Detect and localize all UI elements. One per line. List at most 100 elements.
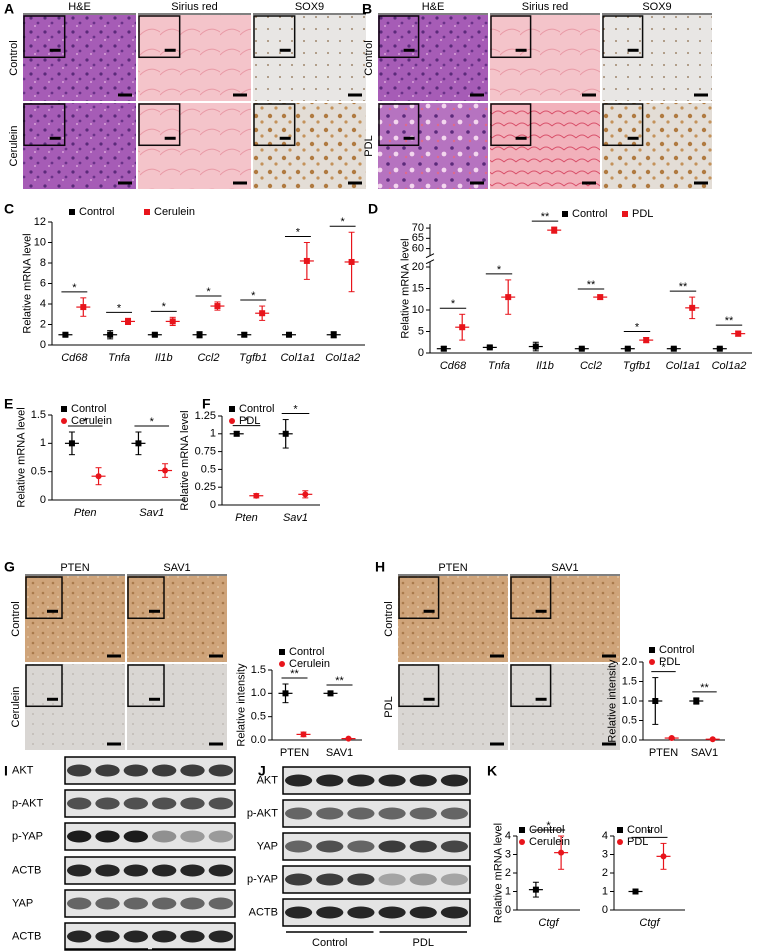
blot-strip bbox=[64, 889, 236, 918]
x-tick-label: Pten bbox=[235, 512, 258, 524]
blot-band bbox=[409, 873, 437, 886]
column-header: SAV1 bbox=[163, 562, 190, 574]
x-tick-label: Ccl2 bbox=[580, 360, 602, 372]
blot-strip bbox=[64, 922, 236, 951]
y-tick-label: 0 bbox=[602, 904, 608, 916]
significance-label: * bbox=[635, 321, 640, 333]
data-marker bbox=[151, 331, 158, 338]
panel-label: H bbox=[375, 559, 385, 575]
legend-label: Cerulein bbox=[289, 658, 330, 670]
blot-band bbox=[180, 930, 205, 943]
data-marker bbox=[302, 491, 309, 498]
legend-marker bbox=[519, 839, 525, 845]
y-tick-label: 3 bbox=[602, 848, 608, 860]
y-tick-label: 4 bbox=[40, 298, 46, 310]
significance-label: * bbox=[451, 298, 456, 310]
x-tick-label: Tgfb1 bbox=[239, 352, 267, 364]
blot-band bbox=[409, 906, 437, 919]
data-marker bbox=[282, 430, 289, 437]
y-tick-label: 1.5 bbox=[622, 675, 637, 687]
blot-band bbox=[67, 830, 92, 843]
data-marker bbox=[709, 736, 716, 743]
column-header: H&E bbox=[68, 1, 91, 13]
blot-strip bbox=[282, 898, 471, 927]
data-marker bbox=[716, 345, 723, 352]
y-tick-label: 0 bbox=[418, 347, 424, 359]
blot-band bbox=[409, 774, 437, 787]
x-tick-label: Il1b bbox=[536, 360, 554, 372]
y-tick-label: 0.5 bbox=[201, 463, 216, 475]
blot-band bbox=[285, 873, 313, 886]
blot-band bbox=[208, 864, 233, 877]
data-marker bbox=[643, 337, 650, 344]
row-label: PDL bbox=[363, 135, 375, 156]
x-tick-label: Col1a1 bbox=[280, 352, 315, 364]
data-marker bbox=[624, 345, 631, 352]
blot-band bbox=[316, 807, 344, 820]
data-marker bbox=[345, 735, 352, 742]
axis-break bbox=[425, 259, 435, 265]
row-label: Control bbox=[8, 40, 20, 75]
panel-label: G bbox=[4, 559, 15, 575]
legend-label: PDL bbox=[239, 415, 260, 427]
significance-label: ** bbox=[587, 279, 596, 291]
data-marker bbox=[632, 888, 639, 895]
y-tick-label: 1 bbox=[602, 885, 608, 897]
significance-label: ** bbox=[541, 211, 550, 223]
significance-label: * bbox=[72, 282, 77, 294]
blot-band bbox=[123, 864, 148, 877]
x-tick-label: Tgfb1 bbox=[623, 360, 651, 372]
y-tick-label: 1.0 bbox=[251, 687, 266, 699]
blot-band bbox=[95, 797, 120, 810]
significance-label: ** bbox=[290, 668, 299, 680]
column-header: SOX9 bbox=[295, 1, 324, 13]
blot-strip bbox=[282, 766, 471, 795]
blot-band bbox=[440, 873, 468, 886]
y-tick-label: 0 bbox=[210, 499, 216, 511]
data-marker bbox=[95, 473, 102, 480]
column-header: PTEN bbox=[60, 562, 89, 574]
legend-label: PDL bbox=[659, 656, 680, 668]
y-tick-label: 1.5 bbox=[31, 409, 46, 421]
panel-label: F bbox=[202, 396, 211, 412]
data-marker bbox=[233, 430, 240, 437]
data-marker bbox=[196, 331, 203, 338]
blot-band bbox=[180, 897, 205, 910]
legend-label: Control bbox=[71, 403, 106, 415]
blot-band bbox=[123, 830, 148, 843]
data-marker bbox=[693, 698, 700, 704]
x-tick-label: Col1a1 bbox=[666, 360, 701, 372]
y-tick-label: 4 bbox=[505, 830, 511, 842]
x-tick-label: SAV1 bbox=[691, 747, 718, 759]
data-marker bbox=[162, 467, 169, 474]
significance-label: * bbox=[206, 286, 211, 298]
blot-band bbox=[285, 906, 313, 919]
significance-label: * bbox=[341, 216, 346, 228]
data-marker bbox=[551, 227, 558, 234]
row-label: Control bbox=[363, 40, 375, 75]
y-tick-label: 4 bbox=[602, 830, 608, 842]
blot-band bbox=[347, 774, 375, 787]
y-tick-label: 0.0 bbox=[251, 734, 266, 746]
row-label: PDL bbox=[383, 696, 395, 717]
significance-label: ** bbox=[335, 675, 344, 687]
column-header: Sirius red bbox=[522, 1, 568, 13]
blot-band bbox=[123, 764, 148, 777]
x-tick-label: PTEN bbox=[649, 747, 678, 759]
blot-band bbox=[347, 807, 375, 820]
blot-band bbox=[285, 840, 313, 853]
blot-band bbox=[152, 830, 177, 843]
legend-marker bbox=[649, 659, 655, 665]
blot-band bbox=[378, 840, 406, 853]
y-tick-label: 0.5 bbox=[31, 466, 46, 478]
axis-break bbox=[425, 253, 435, 259]
y-tick-label: 2 bbox=[505, 867, 511, 879]
x-tick-label: Tnfa bbox=[108, 352, 130, 364]
legend-label: Cerulein bbox=[154, 206, 195, 218]
legend-label: Control bbox=[79, 206, 114, 218]
blot-label: YAP bbox=[257, 840, 278, 852]
data-marker bbox=[652, 698, 659, 704]
blot-strip bbox=[282, 832, 471, 861]
blot-label: ACTB bbox=[249, 906, 278, 918]
y-tick-label: 0 bbox=[40, 339, 46, 351]
